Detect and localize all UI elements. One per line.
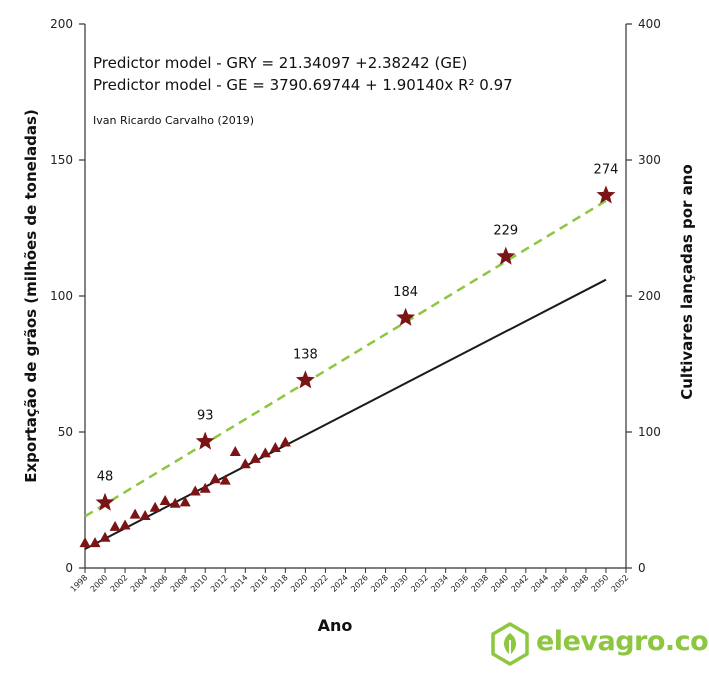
x-tick-label: 2030 bbox=[389, 573, 410, 594]
left-y-tick-label: 100 bbox=[50, 289, 73, 303]
x-tick-label: 2046 bbox=[550, 573, 571, 594]
right-y-tick-label: 400 bbox=[638, 17, 661, 31]
cultivar-data-point bbox=[596, 185, 616, 204]
cultivar-trend-line bbox=[84, 199, 607, 518]
x-tick-label: 2028 bbox=[369, 573, 390, 594]
export-data-point bbox=[119, 519, 131, 530]
cultivar-data-label: 274 bbox=[594, 162, 619, 177]
cultivar-data-point bbox=[396, 307, 416, 326]
export-data-point bbox=[179, 496, 191, 507]
x-tick-label: 2020 bbox=[289, 573, 310, 594]
model-annotation-gry: Predictor model - GRY = 21.34097 +2.3824… bbox=[93, 54, 467, 72]
right-y-tick-label: 100 bbox=[638, 425, 661, 439]
elevagro-leaf-icon bbox=[491, 622, 529, 666]
x-tick-label: 2010 bbox=[189, 573, 210, 594]
cultivar-data-point bbox=[496, 246, 516, 265]
export-data-point bbox=[199, 482, 211, 493]
left-y-tick-label: 150 bbox=[50, 153, 73, 167]
author-note: Ivan Ricardo Carvalho (2019) bbox=[93, 114, 254, 127]
export-data-point bbox=[239, 458, 251, 469]
x-tick-label: 2044 bbox=[530, 573, 551, 594]
export-data-point bbox=[189, 485, 201, 496]
x-tick-label: 2016 bbox=[249, 573, 270, 594]
elevagro-logo: elevagro.com bbox=[488, 622, 709, 668]
logo-text-main: elevagro bbox=[536, 626, 665, 657]
cultivar-data-point bbox=[95, 492, 115, 511]
x-axis-title: Ano bbox=[318, 616, 353, 635]
export-data-point bbox=[149, 501, 161, 512]
left-y-tick-label: 0 bbox=[65, 561, 73, 575]
x-tick-label: 2002 bbox=[109, 573, 130, 594]
x-tick-label: 2008 bbox=[169, 573, 190, 594]
cultivar-data-point bbox=[195, 431, 215, 450]
x-tick-label: 1998 bbox=[69, 573, 90, 594]
x-tick-label: 2000 bbox=[89, 573, 110, 594]
export-data-point bbox=[279, 436, 291, 447]
x-tick-label: 2040 bbox=[489, 573, 510, 594]
export-data-point bbox=[99, 531, 111, 542]
cultivar-data-label: 229 bbox=[493, 224, 518, 239]
export-data-point bbox=[209, 473, 221, 484]
x-tick-label: 2052 bbox=[610, 573, 631, 594]
x-tick-label: 2024 bbox=[329, 573, 350, 594]
x-tick-label: 2018 bbox=[269, 573, 290, 594]
cultivar-data-label: 48 bbox=[97, 470, 114, 485]
export-data-point bbox=[229, 446, 241, 457]
logo-text-domain: .com bbox=[664, 626, 709, 657]
right-y-tick-label: 200 bbox=[638, 289, 661, 303]
cultivar-data-point bbox=[295, 370, 315, 389]
export-data-point bbox=[79, 537, 91, 548]
model-annotation-ge: Predictor model - GE = 3790.69744 + 1.90… bbox=[93, 76, 513, 94]
x-tick-label: 2038 bbox=[469, 573, 490, 594]
export-data-point bbox=[129, 508, 141, 519]
x-tick-label: 2036 bbox=[449, 573, 470, 594]
right-y-tick-label: 0 bbox=[638, 561, 646, 575]
x-tick-label: 2034 bbox=[429, 573, 450, 594]
export-data-point bbox=[159, 495, 171, 505]
export-data-point bbox=[259, 447, 271, 458]
cultivar-data-label: 184 bbox=[393, 285, 418, 300]
right-y-axis-title: Cultivares lançadas por ano bbox=[678, 164, 696, 400]
export-data-point bbox=[139, 509, 151, 520]
export-data-point bbox=[269, 441, 281, 452]
export-trend-line bbox=[84, 278, 607, 550]
left-y-tick-label: 200 bbox=[50, 17, 73, 31]
x-tick-label: 2012 bbox=[209, 573, 230, 594]
x-tick-label: 2006 bbox=[149, 573, 170, 594]
x-tick-label: 2048 bbox=[570, 573, 591, 594]
export-data-point bbox=[219, 474, 231, 485]
x-tick-label: 2022 bbox=[309, 573, 330, 594]
right-y-tick-label: 300 bbox=[638, 153, 661, 167]
x-tick-label: 2032 bbox=[409, 573, 430, 594]
x-tick-label: 2042 bbox=[509, 573, 530, 594]
export-data-point bbox=[89, 537, 101, 548]
x-tick-label: 2014 bbox=[229, 573, 250, 594]
x-tick-label: 2004 bbox=[129, 573, 150, 594]
export-data-point bbox=[249, 452, 261, 463]
x-tick-label: 2026 bbox=[349, 573, 370, 594]
cultivar-data-label: 93 bbox=[197, 409, 214, 424]
export-data-point bbox=[169, 497, 181, 508]
x-tick-label: 2050 bbox=[590, 573, 611, 594]
export-data-point bbox=[109, 520, 121, 531]
left-y-axis-title: Exportação de grãos (milhões de tonelada… bbox=[22, 109, 40, 482]
cultivar-data-label: 138 bbox=[293, 347, 318, 362]
left-y-tick-label: 50 bbox=[58, 425, 73, 439]
elevagro-wordmark: elevagro.com bbox=[536, 626, 709, 657]
